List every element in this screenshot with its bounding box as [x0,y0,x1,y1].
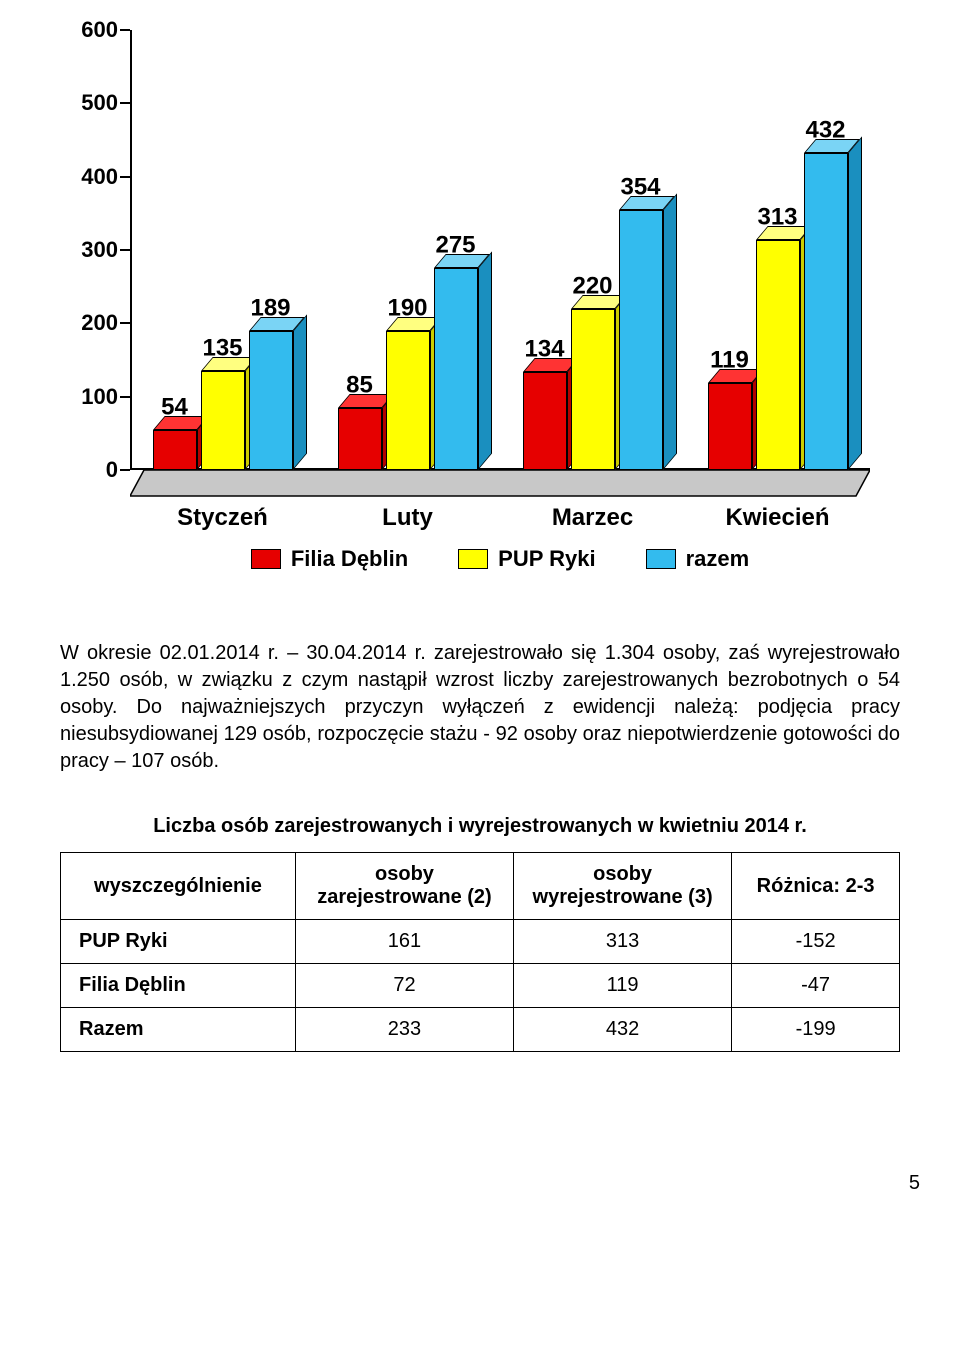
table-cell: PUP Ryki [61,920,296,964]
bar: 275 [434,268,478,470]
bar-value-label: 119 [710,346,749,374]
bar: 189 [249,331,293,470]
summary-paragraph: W okresie 02.01.2014 r. – 30.04.2014 r. … [60,640,900,775]
y-tick-label: 0 [106,457,118,483]
table-body: PUP Ryki161313-152Filia Dęblin72119-47Ra… [61,920,900,1052]
legend-swatch [458,549,488,569]
bar-value-label: 275 [435,232,475,260]
bar: 190 [386,331,430,470]
table-cell: Razem [61,1008,296,1052]
bar-group: 85190275 [315,30,500,470]
bar: 54 [153,430,197,470]
bar: 354 [619,210,663,470]
table-row: PUP Ryki161313-152 [61,920,900,964]
legend-swatch [646,549,676,569]
y-tick-label: 100 [81,384,118,410]
bar-group: 119313432 [685,30,870,470]
bar-value-label: 189 [250,295,290,323]
registration-table: wyszczególnienieosobyzarejestrowane (2)o… [60,852,900,1052]
legend-item: Filia Dęblin [251,546,408,572]
bar-chart: 0100200300400500600 54135189851902751342… [60,20,900,580]
table-cell: -47 [732,964,900,1008]
bar-value-label: 85 [346,371,373,399]
bar-value-label: 220 [572,272,612,300]
bar-value-label: 354 [620,174,660,202]
y-tick-label: 500 [81,90,118,116]
table-header-cell: osobyzarejestrowane (2) [295,853,513,920]
bar-groups: 5413518985190275134220354119313432 [130,30,870,470]
y-tick-label: 200 [81,310,118,336]
bar: 220 [571,309,615,470]
bar: 134 [523,372,567,470]
table-cell: 432 [514,1008,732,1052]
x-axis-label: Marzec [500,504,685,532]
table-row: Razem233432-199 [61,1008,900,1052]
bar: 432 [804,153,848,470]
table-cell: 313 [514,920,732,964]
legend-swatch [251,549,281,569]
table-row: Filia Dęblin72119-47 [61,964,900,1008]
y-tick-label: 400 [81,164,118,190]
table-cell: -199 [732,1008,900,1052]
bar-value-label: 190 [387,294,427,322]
table-header-cell: wyszczególnienie [61,853,296,920]
x-axis-label: Kwiecień [685,504,870,532]
x-axis-label: Luty [315,504,500,532]
bar: 85 [338,408,382,470]
legend-label: razem [686,546,750,572]
table-header-row: wyszczególnienieosobyzarejestrowane (2)o… [61,853,900,920]
legend-label: Filia Dęblin [291,546,408,572]
y-tick-label: 600 [81,17,118,43]
bar-group: 134220354 [500,30,685,470]
y-tick-label: 300 [81,237,118,263]
x-axis-label: Styczeń [130,504,315,532]
table-cell: 72 [295,964,513,1008]
table-header-cell: osobywyrejestrowane (3) [514,853,732,920]
bar: 119 [708,383,752,470]
bar-value-label: 134 [524,335,564,363]
bar-value-label: 135 [202,335,242,363]
bar: 135 [201,371,245,470]
table-cell: Filia Dęblin [61,964,296,1008]
bar-value-label: 432 [805,117,845,145]
table-header-cell: Różnica: 2-3 [732,853,900,920]
table-cell: 233 [295,1008,513,1052]
table-cell: 161 [295,920,513,964]
bar-group: 54135189 [130,30,315,470]
chart-floor [130,470,870,496]
bar: 313 [756,240,800,470]
table-cell: -152 [732,920,900,964]
chart-legend: Filia Dęblin PUP Ryki razem [130,546,870,572]
table-title: Liczba osób zarejestrowanych i wyrejestr… [60,815,900,838]
page-number: 5 [60,1172,920,1195]
bar-value-label: 54 [161,394,188,422]
legend-item: razem [646,546,750,572]
table-cell: 119 [514,964,732,1008]
bar-value-label: 313 [757,204,797,232]
legend-item: PUP Ryki [458,546,595,572]
legend-label: PUP Ryki [498,546,595,572]
x-axis-labels: StyczeńLutyMarzecKwiecień [130,504,870,532]
